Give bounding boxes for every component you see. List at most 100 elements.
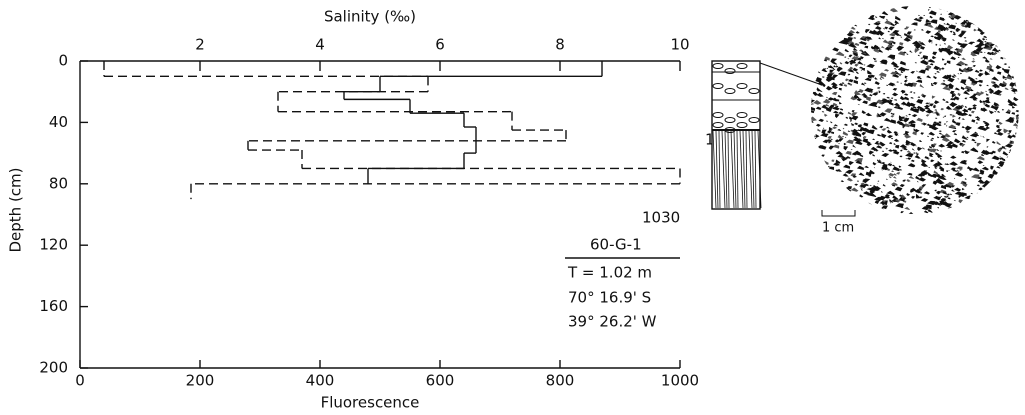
speck: [933, 65, 941, 71]
speck: [989, 68, 994, 73]
speck: [844, 78, 850, 82]
speck: [960, 79, 967, 85]
speck: [933, 75, 937, 80]
speck: [921, 158, 927, 164]
speck: [847, 73, 851, 76]
speck: [892, 62, 896, 65]
speck: [876, 134, 880, 136]
speck: [909, 50, 913, 53]
speck: [856, 97, 862, 102]
speck: [925, 114, 930, 117]
speck: [961, 151, 965, 154]
speck: [900, 82, 903, 84]
speck: [941, 68, 944, 70]
speck: [874, 200, 880, 204]
speck: [873, 150, 876, 152]
speck: [831, 159, 835, 163]
speck: [987, 51, 992, 56]
speck: [842, 173, 849, 177]
speck: [932, 143, 937, 146]
speck: [945, 28, 949, 31]
speck: [892, 87, 898, 91]
speck: [996, 140, 1001, 146]
speck: [918, 16, 924, 20]
speck: [811, 119, 814, 123]
speck: [823, 127, 825, 129]
speck: [853, 94, 860, 99]
speck: [936, 111, 940, 116]
speck: [848, 69, 855, 73]
speck: [926, 22, 934, 28]
speck: [919, 84, 925, 88]
speck: [951, 93, 957, 98]
speck: [931, 95, 936, 99]
speck: [989, 43, 995, 48]
speck: [909, 91, 913, 93]
speck: [827, 165, 831, 168]
speck: [883, 200, 886, 203]
speck: [880, 191, 883, 193]
speck: [999, 156, 1002, 158]
speck: [835, 159, 841, 164]
speck: [990, 52, 995, 56]
speck: [825, 170, 832, 174]
speck: [848, 42, 857, 48]
speck: [830, 138, 833, 141]
speck: [883, 155, 887, 157]
speck: [878, 143, 882, 145]
speck: [937, 136, 940, 139]
speck: [890, 22, 895, 27]
speck: [933, 170, 939, 175]
speck: [998, 121, 1003, 125]
speck: [917, 54, 920, 57]
speck: [847, 40, 855, 45]
speck: [996, 71, 1002, 75]
speck: [811, 110, 815, 114]
speck: [872, 92, 879, 96]
speck: [977, 72, 984, 77]
speck: [963, 37, 967, 39]
speck: [958, 192, 968, 197]
speck: [955, 62, 963, 67]
speck: [866, 129, 875, 135]
speck: [979, 182, 982, 184]
speck: [920, 57, 923, 60]
speck: [987, 88, 994, 92]
speck: [834, 113, 840, 119]
speck: [860, 186, 863, 189]
speck: [845, 156, 851, 159]
speck: [1002, 146, 1006, 149]
speck: [983, 47, 986, 49]
speck: [853, 47, 858, 51]
speck: [951, 189, 955, 192]
speck: [921, 206, 929, 211]
speck: [861, 132, 867, 136]
speck: [933, 162, 941, 167]
speck: [815, 79, 820, 82]
speck: [891, 73, 899, 78]
speck: [948, 25, 956, 30]
speck: [1010, 64, 1013, 67]
speck: [895, 32, 901, 36]
speck: [869, 94, 873, 97]
speck: [978, 41, 986, 47]
speck: [943, 115, 947, 118]
speck: [955, 122, 961, 126]
speck: [922, 147, 925, 150]
speck: [1002, 75, 1007, 79]
speck: [871, 124, 878, 130]
speck: [1008, 150, 1015, 155]
speck: [892, 30, 900, 35]
speck: [961, 126, 966, 129]
speck: [899, 107, 904, 110]
speck: [867, 74, 873, 79]
speck: [1003, 128, 1009, 134]
speck: [899, 194, 907, 198]
speck: [955, 22, 957, 24]
speck: [929, 15, 933, 19]
speck: [845, 191, 854, 196]
speck: [863, 64, 866, 66]
speck: [845, 150, 852, 155]
speck: [915, 193, 921, 199]
